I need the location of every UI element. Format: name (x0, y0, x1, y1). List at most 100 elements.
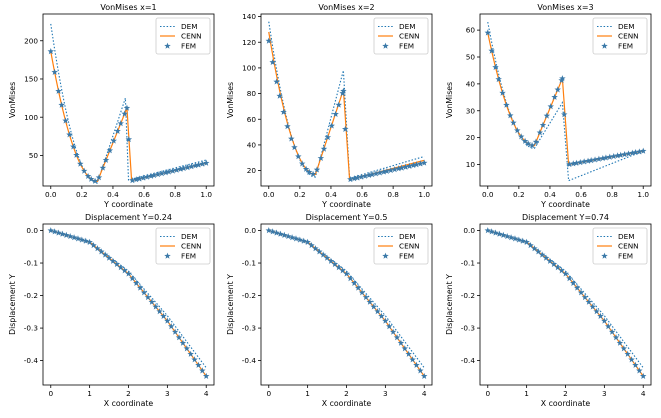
fem-data-point (339, 267, 346, 274)
x-tick-label: 1 (87, 389, 92, 398)
fem-data-point (351, 279, 358, 286)
y-tick-label: 0.0 (244, 226, 256, 235)
fem-data-point (47, 227, 55, 234)
y-axis-label: VonMises (226, 82, 235, 118)
fem-data-point (77, 160, 84, 167)
fem-data-point (380, 168, 388, 175)
fem-data-point (98, 248, 105, 255)
fem-data-point (503, 101, 510, 108)
legend-label-fem: FEM (181, 252, 196, 261)
fem-data-point (87, 175, 95, 182)
fem-data-point (158, 170, 166, 177)
fem-data-point (152, 303, 159, 310)
x-tick-label: 4 (204, 389, 209, 398)
fem-data-point (335, 264, 342, 271)
axes-frame (479, 13, 652, 187)
fem-data-point (376, 169, 384, 176)
chart-title: Displacement Y=0.5 (306, 213, 388, 222)
fem-data-point (80, 167, 88, 174)
fem-data-point (632, 361, 639, 368)
fem-data-point (187, 350, 194, 357)
fem-data-point (514, 127, 521, 134)
x-tick-label: 0.8 (606, 190, 618, 199)
y-axis-label: VonMises (8, 82, 17, 118)
fem-data-point (391, 166, 398, 173)
fem-data-point (269, 228, 276, 235)
fem-data-point (305, 168, 313, 175)
fem-data-point (585, 298, 593, 305)
y-tick-label: -0.2 (461, 291, 475, 300)
fem-data-point (110, 137, 117, 144)
legend-label-dem: DEM (181, 232, 198, 241)
fem-data-point (343, 270, 350, 277)
plot-area (47, 23, 210, 184)
y-tick-label: 20 (466, 133, 476, 142)
fem-data-point (515, 236, 523, 243)
x-tick-label: 0.0 (482, 190, 494, 199)
fem-data-point (168, 323, 175, 330)
fem-data-point (523, 238, 530, 245)
fem-data-point (140, 289, 148, 296)
y-tick-label: 50 (466, 53, 476, 62)
fem-data-point (632, 149, 639, 156)
y-tick-label: 60 (247, 115, 257, 124)
legend-label-cenn: CENN (181, 242, 202, 251)
fem-data-point (492, 63, 499, 71)
fem-data-point (499, 89, 506, 96)
x-tick-label: 2 (344, 389, 349, 398)
fem-data-point (51, 68, 58, 75)
fem-data-point (554, 264, 561, 271)
fem-data-point (546, 257, 554, 264)
fem-data-point (298, 160, 306, 167)
fem-data-point (610, 152, 617, 160)
chart-panel-3: VonMises x=3 0.0 0.2 0.4 0.6 0.8 1.0 10 20 30 40 50… (445, 3, 652, 209)
y-tick-label: 80 (247, 89, 257, 98)
fem-data-point (401, 345, 409, 352)
legend-label-fem: FEM (618, 42, 633, 51)
fem-data-point (199, 160, 206, 167)
fem-data-point (319, 251, 327, 258)
fem-data-point (313, 166, 321, 173)
fem-data-point (406, 162, 413, 169)
legend-label-cenn: CENN (399, 32, 420, 41)
fem-data-point (551, 93, 558, 100)
fem-data-point (340, 87, 347, 94)
chart-title: VonMises x=1 (100, 3, 156, 12)
fem-data-point (561, 111, 568, 118)
plot-area (265, 227, 428, 379)
fem-data-point (304, 238, 311, 245)
x-tick-label: 0.6 (356, 190, 368, 199)
fem-data-point (300, 237, 307, 244)
fem-data-point (328, 122, 335, 129)
fem-data-point (195, 161, 202, 168)
fem-data-point (535, 248, 542, 255)
fem-data-point (500, 231, 507, 238)
x-tick-label: 0.8 (169, 190, 181, 199)
fem-data-point (265, 227, 273, 234)
fem-data-point (354, 284, 362, 291)
fem-data-point (82, 237, 89, 244)
y-tick-label: -0.3 (461, 324, 476, 333)
fem-data-point (125, 136, 133, 143)
chart-title: Displacement Y=0.74 (522, 213, 609, 222)
axes-frame (260, 13, 433, 187)
fem-data-point (47, 48, 55, 55)
fem-data-point (320, 145, 328, 152)
fem-data-point (70, 234, 78, 241)
fem-data-point (417, 160, 424, 167)
fem-data-point (580, 158, 588, 165)
fem-data-point (273, 78, 280, 85)
series-line-dem (50, 23, 207, 184)
fem-data-point (601, 317, 608, 324)
fem-data-point (195, 361, 202, 368)
fem-data-point (347, 176, 354, 183)
fem-data-point (94, 245, 101, 252)
fem-data-point (184, 164, 191, 171)
y-tick-label: -0.1 (461, 259, 475, 268)
fem-data-point (90, 241, 97, 249)
fem-data-point (150, 171, 158, 179)
fem-data-point (639, 372, 647, 379)
fem-data-point (599, 154, 607, 162)
fem-data-point (199, 367, 206, 374)
series-line-cenn (268, 31, 425, 181)
